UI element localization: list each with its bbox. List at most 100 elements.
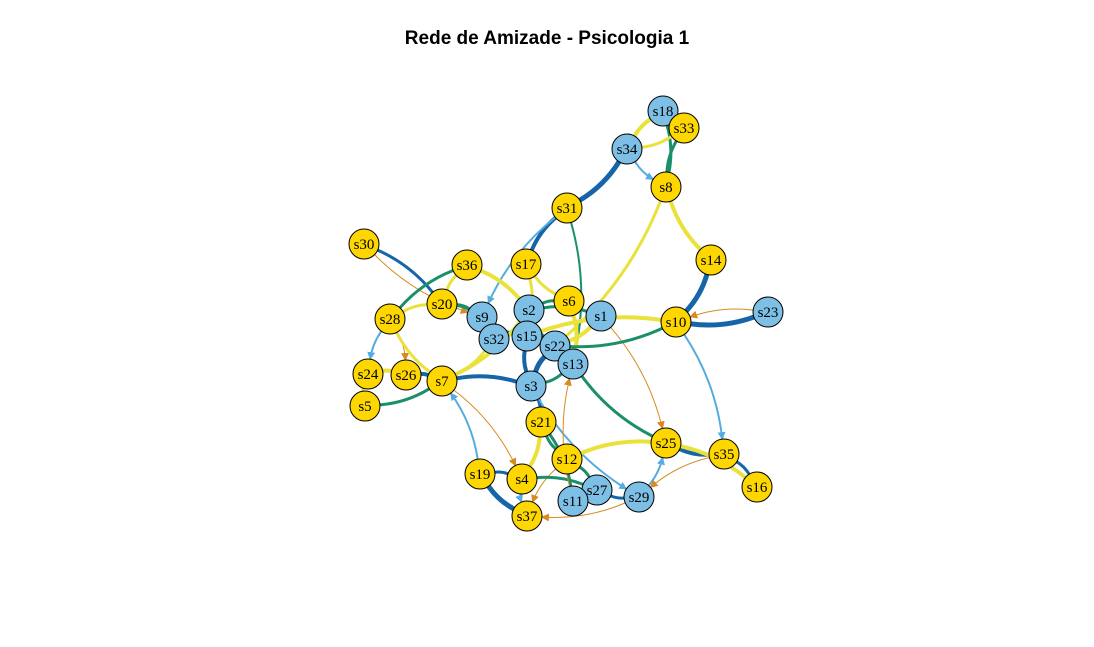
edge-s34-s31 [577,159,622,203]
node-circle-s19 [464,458,496,490]
node-s1[interactable]: s1 [585,300,617,332]
node-s23[interactable]: s23 [752,296,784,328]
node-s4[interactable]: s4 [506,463,538,495]
node-circle-s21 [525,406,557,438]
node-label-s21: s21 [531,415,552,431]
node-circle-s5 [349,390,381,422]
node-circle-s1 [585,300,617,332]
edge-s1-s22 [567,324,593,343]
node-s30[interactable]: s30 [348,228,380,260]
edge-s36-s20 [445,273,458,292]
node-s32[interactable]: s32 [478,323,510,355]
edge-s17-s6 [533,274,558,296]
edge-s12-s27 [578,465,591,479]
edge-s11-s13 [562,377,572,487]
node-s21[interactable]: s21 [525,406,557,438]
node-s7[interactable]: s7 [426,365,458,397]
node-circle-s13 [557,348,589,380]
node-label-s26: s26 [396,368,417,384]
node-circle-s23 [752,296,784,328]
edge-s19-s4 [493,470,510,476]
node-s3[interactable]: s3 [515,370,547,402]
node-s36[interactable]: s36 [451,249,483,281]
node-circle-s31 [551,192,583,224]
node-label-s13: s13 [563,357,584,373]
node-s18[interactable]: s18 [647,95,679,127]
node-label-s7: s7 [435,374,449,390]
node-s14[interactable]: s14 [695,244,727,276]
edge-s1-s25 [610,326,665,430]
node-circle-s35 [708,438,740,470]
edge-s33-s8 [665,139,678,174]
node-circle-s25 [650,427,682,459]
edge-s36-s28 [398,269,455,310]
node-label-s15: s15 [517,329,538,345]
node-s24[interactable]: s24 [352,358,384,390]
edge-s24-s26 [380,368,394,374]
node-circle-s15 [511,320,543,352]
edge-s19-s7 [449,392,479,461]
node-s28[interactable]: s28 [374,303,406,335]
node-s6[interactable]: s6 [553,285,585,317]
node-s12[interactable]: s12 [551,443,583,475]
node-label-s23: s23 [758,305,779,321]
node-s15[interactable]: s15 [511,320,543,352]
node-label-s27: s27 [587,483,608,499]
node-circle-s12 [551,443,583,475]
node-circle-s36 [451,249,483,281]
node-circle-s28 [374,303,406,335]
node-s11[interactable]: s11 [557,485,589,517]
node-circle-s7 [426,365,458,397]
node-s31[interactable]: s31 [551,192,583,224]
node-circle-s37 [511,500,543,532]
edge-s35-s16 [735,460,751,476]
node-circle-s6 [553,285,585,317]
node-label-s4: s4 [515,472,529,488]
node-label-s2: s2 [522,303,535,319]
node-label-s17: s17 [516,257,537,273]
node-circle-s24 [352,358,384,390]
node-s34[interactable]: s34 [611,133,643,165]
edge-s6-s2 [540,299,556,305]
edge-s10-s22 [568,326,664,349]
node-label-s31: s31 [557,201,578,217]
edge-s14-s10 [683,271,710,314]
node-s29[interactable]: s29 [623,481,655,513]
node-label-s6: s6 [562,294,576,310]
node-s37[interactable]: s37 [511,500,543,532]
node-label-s1: s1 [594,309,607,325]
node-s13[interactable]: s13 [557,348,589,380]
edge-s26-s7 [418,371,431,378]
node-s20[interactable]: s20 [426,288,458,320]
node-label-s5: s5 [358,399,371,415]
edge-s35-s29 [649,456,710,488]
node-circle-s26 [390,359,422,391]
node-circle-s34 [611,133,643,165]
node-s19[interactable]: s19 [464,458,496,490]
page-title: Rede de Amizade - Psicologia 1 [404,28,690,49]
node-s8[interactable]: s8 [650,171,682,203]
node-s27[interactable]: s27 [581,474,613,506]
edge-s15-s3 [522,348,529,374]
node-s35[interactable]: s35 [708,438,740,470]
node-s2[interactable]: s2 [513,294,545,326]
node-circle-s10 [660,306,692,338]
edge-s25-s12 [578,439,654,456]
node-s10[interactable]: s10 [660,306,692,338]
node-s5[interactable]: s5 [349,390,381,422]
edge-s23-s10 [689,308,754,319]
node-label-s34: s34 [617,142,638,158]
edge-s23-s10 [688,314,757,328]
node-s17[interactable]: s17 [510,248,542,280]
node-s25[interactable]: s25 [650,427,682,459]
node-s33[interactable]: s33 [668,112,700,144]
node-s16[interactable]: s16 [741,471,773,503]
node-label-s29: s29 [629,490,650,506]
node-label-s37: s37 [517,509,538,525]
node-label-s33: s33 [674,121,695,137]
node-label-s18: s18 [653,104,674,120]
edge-s27-s29 [609,494,626,500]
node-s26[interactable]: s26 [390,359,422,391]
